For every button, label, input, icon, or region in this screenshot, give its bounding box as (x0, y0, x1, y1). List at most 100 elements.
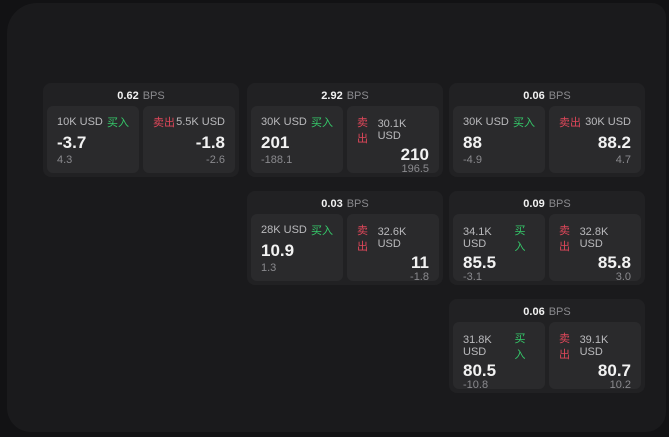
bps-value: 2.92 (321, 89, 343, 102)
buy-panel-header: 31.8K USD 买入 (463, 330, 535, 362)
bps-header: 0.09 BPS (449, 191, 645, 214)
buy-price: 85.5 (463, 253, 497, 272)
buy-amount: 34.1K USD (463, 226, 492, 250)
buy-panel-header: 28K USD 买入 (261, 222, 333, 238)
sell-panel[interactable]: 卖出 30K USD 88.2 4.7 (549, 106, 641, 173)
buy-price: 88 (463, 132, 482, 152)
buy-label: 买入 (311, 117, 333, 129)
buy-amount: 28K USD (261, 224, 307, 236)
sell-label: 卖出 (559, 117, 581, 129)
bps-header: 0.06 BPS (449, 299, 645, 322)
quote-card: 0.06 BPS 31.8K USD 买入 80.5 -10.8 卖出 39.1… (449, 299, 645, 393)
quote-panels: 30K USD 买入 88 -4.9 卖出 30K USD 88.2 4.7 (449, 106, 645, 177)
bps-value: 0.06 (523, 305, 545, 318)
bps-unit-label: BPS (346, 197, 369, 210)
buy-panel[interactable]: 28K USD 买入 10.9 1.3 (251, 214, 343, 281)
bps-header: 0.62 BPS (43, 83, 239, 106)
buy-amount: 10K USD (57, 116, 103, 128)
bps-value: 0.06 (523, 89, 545, 102)
buy-panel-header: 30K USD 买入 (261, 114, 333, 130)
buy-amount: 30K USD (463, 116, 509, 128)
quote-panels: 31.8K USD 买入 80.5 -10.8 卖出 39.1K USD 80.… (449, 322, 645, 393)
sell-panel[interactable]: 卖出 5.5K USD -1.8 -2.6 (143, 106, 235, 173)
bps-value: 0.03 (321, 197, 343, 210)
buy-price: 80.5 (463, 361, 497, 380)
sell-price: 88.2 (597, 132, 631, 152)
sell-amount: 32.6K USD (377, 226, 407, 250)
sell-price: 11 (411, 253, 429, 272)
buy-change: 4.3 (57, 154, 73, 166)
bps-unit-label: BPS (142, 89, 165, 102)
sell-label: 卖出 (559, 225, 570, 253)
app-window: 0.62 BPS 10K USD 买入 -3.7 4.3 卖出 5.5K USD… (7, 3, 666, 432)
quote-panels: 28K USD 买入 10.9 1.3 卖出 32.6K USD 11 -1.8 (247, 214, 443, 285)
bps-unit-label: BPS (548, 197, 571, 210)
sell-panel-header: 卖出 32.6K USD (357, 222, 429, 254)
sell-price: 80.7 (597, 361, 631, 380)
sell-change: 196.5 (401, 163, 429, 175)
buy-panel-header: 10K USD 买入 (57, 114, 129, 130)
sell-panel-header: 卖出 32.8K USD (559, 222, 631, 254)
sell-panel-header: 卖出 5.5K USD (153, 114, 225, 130)
buy-change: 1.3 (261, 262, 277, 274)
bps-header: 0.03 BPS (247, 191, 443, 214)
buy-label: 买入 (513, 117, 535, 129)
buy-price: 201 (261, 132, 290, 152)
sell-price: 85.8 (597, 253, 631, 272)
sell-change: -1.8 (410, 271, 429, 283)
sell-price: 210 (400, 145, 429, 164)
buy-change: -4.9 (463, 154, 482, 166)
sell-amount: 30K USD (585, 116, 631, 128)
sell-change: 4.7 (615, 154, 631, 166)
sell-panel-header: 卖出 30K USD (559, 114, 631, 130)
quote-card: 0.62 BPS 10K USD 买入 -3.7 4.3 卖出 5.5K USD… (43, 83, 239, 177)
quote-card: 0.06 BPS 30K USD 买入 88 -4.9 卖出 30K USD 8… (449, 83, 645, 177)
buy-panel-header: 34.1K USD 买入 (463, 222, 535, 254)
bps-unit-label: BPS (346, 89, 369, 102)
sell-panel[interactable]: 卖出 32.8K USD 85.8 3.0 (549, 214, 641, 283)
buy-panel[interactable]: 10K USD 买入 -3.7 4.3 (47, 106, 139, 173)
sell-change: 3.0 (615, 271, 631, 283)
buy-amount: 31.8K USD (463, 334, 492, 358)
quote-card: 2.92 BPS 30K USD 买入 201 -188.1 卖出 30.1K … (247, 83, 443, 177)
sell-change: -2.6 (206, 154, 225, 166)
sell-panel-header: 卖出 30.1K USD (357, 114, 429, 146)
bps-unit-label: BPS (548, 89, 571, 102)
sell-label: 卖出 (357, 225, 368, 253)
sell-label: 卖出 (559, 333, 570, 361)
buy-change: -3.1 (463, 271, 482, 283)
buy-label: 买入 (514, 333, 526, 361)
quote-panels: 34.1K USD 买入 85.5 -3.1 卖出 32.8K USD 85.8… (449, 214, 645, 285)
buy-panel[interactable]: 30K USD 买入 201 -188.1 (251, 106, 343, 173)
bps-value: 0.09 (523, 197, 545, 210)
sell-amount: 39.1K USD (579, 334, 609, 358)
sell-panel-header: 卖出 39.1K USD (559, 330, 631, 362)
buy-panel[interactable]: 30K USD 买入 88 -4.9 (453, 106, 545, 173)
sell-panel[interactable]: 卖出 32.6K USD 11 -1.8 (347, 214, 439, 283)
sell-change: 10.2 (609, 379, 631, 391)
buy-panel[interactable]: 34.1K USD 买入 85.5 -3.1 (453, 214, 545, 283)
sell-panel[interactable]: 卖出 39.1K USD 80.7 10.2 (549, 322, 641, 391)
bps-unit-label: BPS (548, 305, 571, 318)
quote-panels: 30K USD 买入 201 -188.1 卖出 30.1K USD 210 1… (247, 106, 443, 177)
sell-label: 卖出 (153, 117, 175, 129)
sell-price: -1.8 (195, 132, 225, 152)
buy-amount: 30K USD (261, 116, 307, 128)
buy-label: 买入 (311, 225, 333, 237)
buy-label: 买入 (107, 117, 129, 129)
buy-panel-header: 30K USD 买入 (463, 114, 535, 130)
bps-header: 2.92 BPS (247, 83, 443, 106)
sell-amount: 32.8K USD (579, 226, 609, 250)
bps-value: 0.62 (117, 89, 139, 102)
buy-label: 买入 (514, 225, 526, 253)
sell-panel[interactable]: 卖出 30.1K USD 210 196.5 (347, 106, 439, 175)
sell-label: 卖出 (357, 117, 368, 145)
buy-change: -188.1 (261, 154, 293, 166)
buy-change: -10.8 (463, 379, 489, 391)
quote-card: 0.09 BPS 34.1K USD 买入 85.5 -3.1 卖出 32.8K… (449, 191, 645, 285)
quote-card: 0.03 BPS 28K USD 买入 10.9 1.3 卖出 32.6K US… (247, 191, 443, 285)
buy-price: 10.9 (261, 240, 295, 260)
quote-panels: 10K USD 买入 -3.7 4.3 卖出 5.5K USD -1.8 -2.… (43, 106, 239, 177)
buy-panel[interactable]: 31.8K USD 买入 80.5 -10.8 (453, 322, 545, 391)
buy-price: -3.7 (57, 132, 87, 152)
